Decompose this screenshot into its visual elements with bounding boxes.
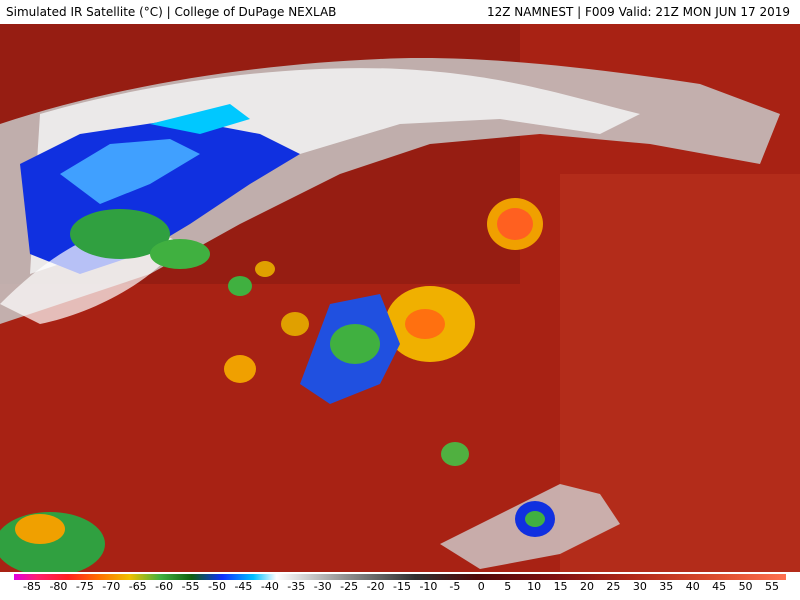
colorbar-tick-label: -80	[49, 580, 68, 593]
colorbar-tick-label: -50	[208, 580, 226, 593]
colorbar-tick-label: 30	[632, 580, 647, 593]
colorbar	[14, 574, 786, 580]
colorbar-tick-label: -40	[260, 580, 279, 593]
colorbar-tick-label: 15	[553, 580, 568, 593]
colorbar-tick-label: 20	[580, 580, 594, 593]
colorbar-tick-label: 40	[685, 580, 700, 593]
colorbar-tick-label: 55	[765, 580, 779, 593]
colorbar-tick-label: 10	[527, 580, 542, 593]
colorbar-tick-label: -15	[393, 580, 411, 593]
colorbar-tick-label: 5	[504, 580, 512, 593]
satellite-map	[0, 24, 800, 572]
colorbar-tick-label: -5	[449, 580, 461, 593]
header: Simulated IR Satellite (°C) | College of…	[0, 0, 800, 24]
colorbar-tick-label: -70	[102, 580, 121, 593]
colorbar-tick-label: 50	[738, 580, 753, 593]
colorbar-tick-label: -25	[340, 580, 359, 593]
colorbar-tick-label: -45	[234, 580, 253, 593]
colorbar-tick-label: -55	[181, 580, 200, 593]
colorbar-tick-label: -10	[419, 580, 438, 593]
colorbar-tick-label: -85	[23, 580, 41, 593]
colorbar-tick-label: 45	[712, 580, 727, 593]
header-run: 12Z NAMNEST | F009 Valid: 21Z MON JUN 17…	[486, 5, 790, 19]
colorbar-tick-label: -60	[155, 580, 174, 593]
colorbar-tick-label: -65	[128, 580, 147, 593]
colorbar-tick-label: -30	[313, 580, 332, 593]
colorbar-tick-label: 25	[606, 580, 621, 593]
colorbar-tick-label: 0	[477, 580, 485, 593]
colorbar-tick-label: 35	[659, 580, 674, 593]
header-title: Simulated IR Satellite (°C) | College of…	[6, 5, 337, 19]
colorbar-ticks: -85 -80 -75 -70 -65 -60 -55 -50 -45 -40 -35 -30 -25-…	[0, 574, 800, 600]
colorbar-tick-label: -75	[75, 580, 94, 593]
colorbar-tick-label: -35	[287, 580, 306, 593]
colorbar-tick-label: -20	[366, 580, 385, 593]
